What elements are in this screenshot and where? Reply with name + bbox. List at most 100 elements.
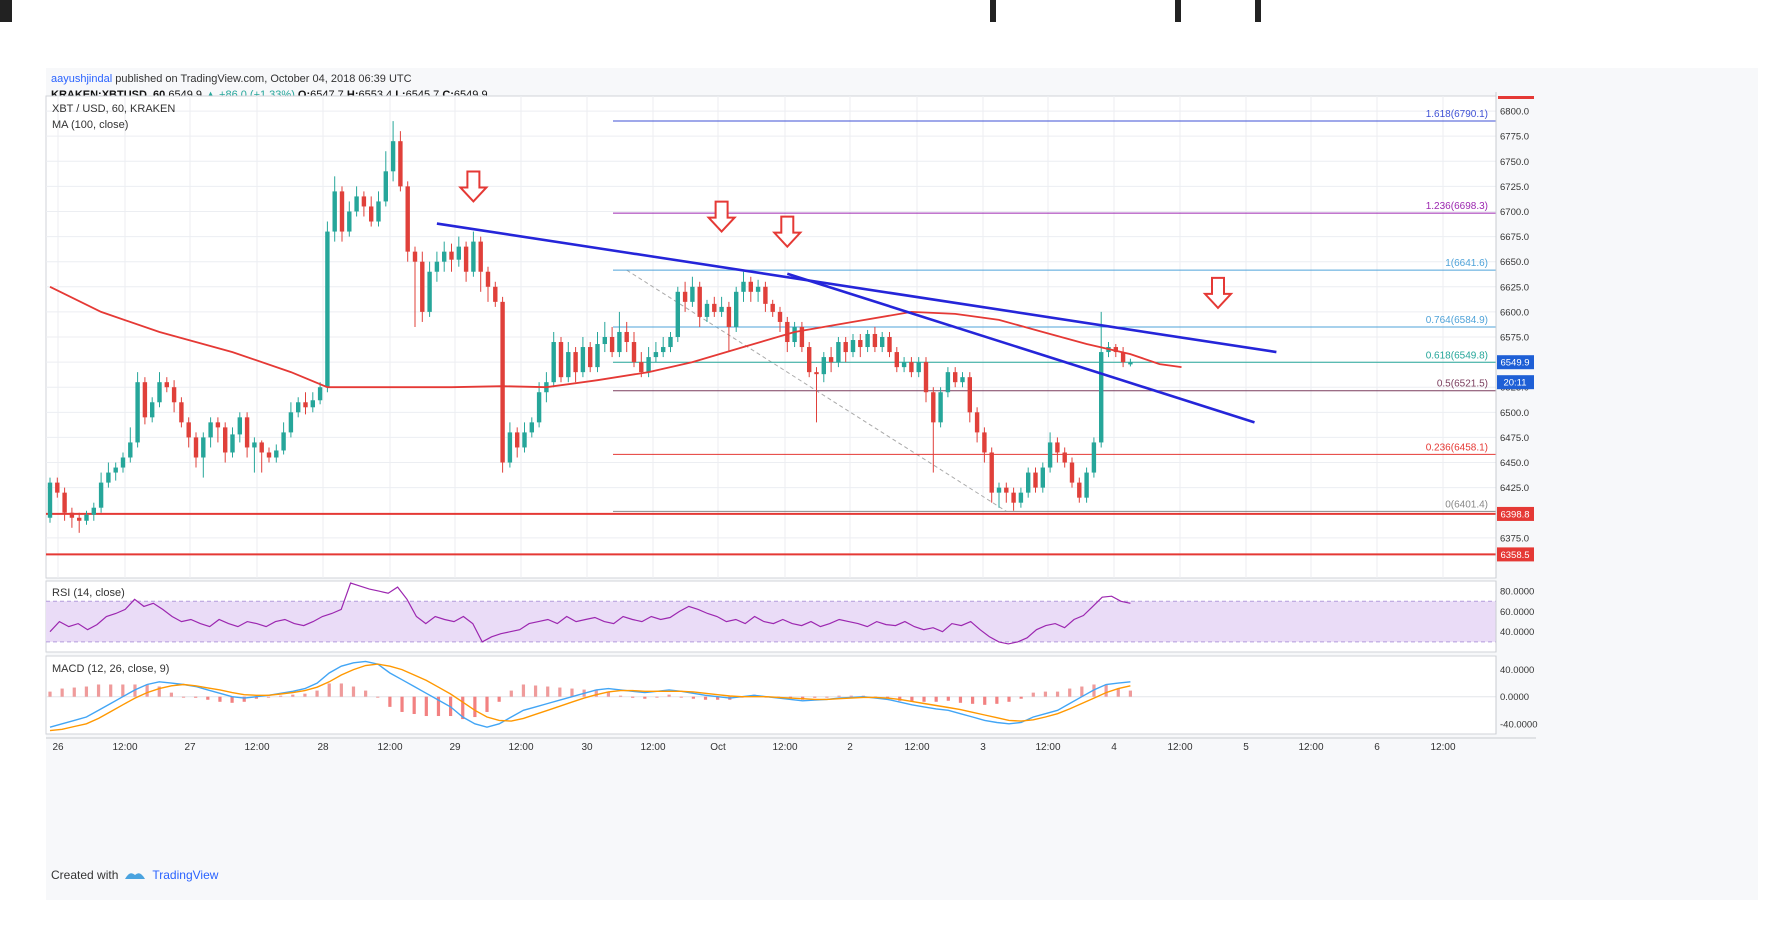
candle-body-57: [463, 246, 469, 272]
macd-hist-bar-9: [157, 686, 161, 697]
rsi-band: [46, 601, 1496, 642]
candle-body-125: [960, 377, 965, 383]
candle-body-141: [1077, 482, 1082, 498]
candle-body-14: [150, 402, 155, 418]
candle-body-67: [536, 392, 542, 423]
candle-body-140: [1069, 462, 1075, 483]
macd-hist-bar-27: [376, 696, 380, 698]
candle-body-15: [157, 382, 162, 403]
time-tick-label: 26: [52, 742, 64, 753]
candle-body-106: [821, 357, 826, 375]
candle-body-1: [55, 482, 60, 493]
candle-body-107: [828, 357, 834, 363]
macd-hist-bar-3: [84, 686, 89, 697]
fib-level-label-5: 0.5(6521.5): [1437, 379, 1488, 390]
candle-body-8: [106, 472, 111, 483]
candle-body-109: [843, 342, 848, 353]
macd-hist-bar-79: [1007, 696, 1011, 702]
macd-hist-bar-12: [194, 696, 198, 698]
candle-body-2: [62, 492, 67, 513]
time-tick-label: 12:00: [772, 742, 797, 753]
time-tick-label: 12:00: [244, 742, 269, 753]
cropped-article-header: [0, 0, 1774, 30]
price-tag-label-0: 6549.9: [1500, 358, 1529, 369]
candle-body-98: [763, 286, 768, 304]
time-tick-label: 12:00: [640, 742, 665, 753]
candle-body-87: [682, 291, 688, 302]
macd-hist-bar-49: [643, 696, 647, 699]
tradingview-link[interactable]: TradingView: [152, 868, 219, 882]
candlestick-series[interactable]: [47, 121, 1133, 533]
macd-hist-bar-80: [1019, 696, 1023, 699]
macd-hist-bar-4: [96, 684, 101, 697]
candle-body-101: [785, 321, 790, 343]
macd-hist-bar-20: [291, 694, 295, 697]
candle-body-96: [748, 281, 753, 292]
candle-body-86: [675, 291, 680, 337]
macd-hist-bar-55: [716, 696, 720, 700]
macd-legend: MACD (12, 26, close, 9): [52, 663, 169, 675]
macd-hist-bar-46: [606, 691, 611, 697]
rsi-axis-bg: [1496, 581, 1536, 652]
price-tick-label: 6375.0: [1500, 533, 1529, 544]
candle-body-69: [551, 342, 556, 383]
macd-hist-bar-48: [631, 696, 635, 698]
candle-body-17: [171, 387, 177, 403]
candle-body-115: [887, 337, 892, 353]
candle-body-38: [325, 231, 330, 388]
macd-hist-bar-81: [1031, 692, 1035, 697]
candle-body-143: [1091, 442, 1097, 473]
candle-body-53: [434, 261, 440, 272]
macd-hist-bar-51: [667, 694, 671, 697]
time-tick-label: 12:00: [112, 742, 137, 753]
candle-body-123: [945, 372, 951, 393]
candle-body-136: [1040, 467, 1045, 488]
candle-body-108: [836, 342, 841, 363]
price-axis[interactable]: 6800.0 6775.0 6750.0 6725.0 6700.0 6675.0 6650…: [1495, 92, 1536, 578]
macd-hist-bar-88: [1116, 688, 1120, 697]
candle-body-13: [142, 382, 148, 418]
candle-body-54: [442, 251, 447, 262]
candle-body-90: [704, 303, 710, 317]
candle-body-48: [398, 141, 403, 187]
candle-body-59: [478, 241, 483, 272]
macd-hist-bar-63: [813, 696, 817, 698]
macd-hist-bar-74: [946, 696, 950, 701]
price-tick-label: 6650.0: [1500, 257, 1529, 268]
macd-hist-bar-19: [279, 695, 283, 697]
candle-body-113: [872, 333, 878, 348]
candle-body-0: [47, 482, 53, 518]
fib-level-label-4: 0.618(6549.8): [1426, 350, 1488, 361]
macd-hist-bar-29: [400, 696, 404, 712]
candle-body-22: [208, 422, 213, 438]
time-tick-label: 5: [1243, 742, 1249, 753]
time-axis[interactable]: 26 12:00 27 12:00 28 12:00 29 12:00 30 12:00 Oct 12…: [46, 737, 1536, 753]
candle-body-112: [865, 333, 870, 348]
macd-hist-bar-72: [922, 696, 926, 702]
candle-body-121: [931, 392, 936, 423]
macd-hist-bar-75: [958, 696, 963, 703]
candle-body-130: [996, 487, 1002, 493]
author-link[interactable]: aayushjindal: [51, 73, 113, 85]
candle-body-41: [347, 211, 352, 232]
rsi-tick-label: 80.0000: [1500, 587, 1534, 598]
macd-hist-bar-41: [546, 686, 550, 697]
candle-body-75: [595, 344, 600, 368]
candle-body-129: [989, 452, 994, 493]
time-tick-label: 12:00: [508, 742, 533, 753]
candle-body-39: [332, 191, 337, 232]
candle-body-114: [880, 337, 885, 348]
candle-body-66: [529, 422, 534, 433]
tradingview-logo-icon[interactable]: [124, 869, 146, 881]
ma-legend: MA (100, close): [52, 119, 128, 131]
candle-body-134: [1026, 472, 1031, 493]
candle-body-127: [974, 412, 980, 433]
macd-hist-bar-31: [424, 696, 428, 717]
candle-body-31: [274, 450, 279, 458]
candle-body-102: [792, 326, 797, 343]
macd-hist-bar-15: [230, 696, 234, 703]
candle-body-144: [1099, 352, 1104, 443]
candle-body-84: [661, 347, 666, 353]
time-tick-label: 3: [980, 742, 986, 753]
